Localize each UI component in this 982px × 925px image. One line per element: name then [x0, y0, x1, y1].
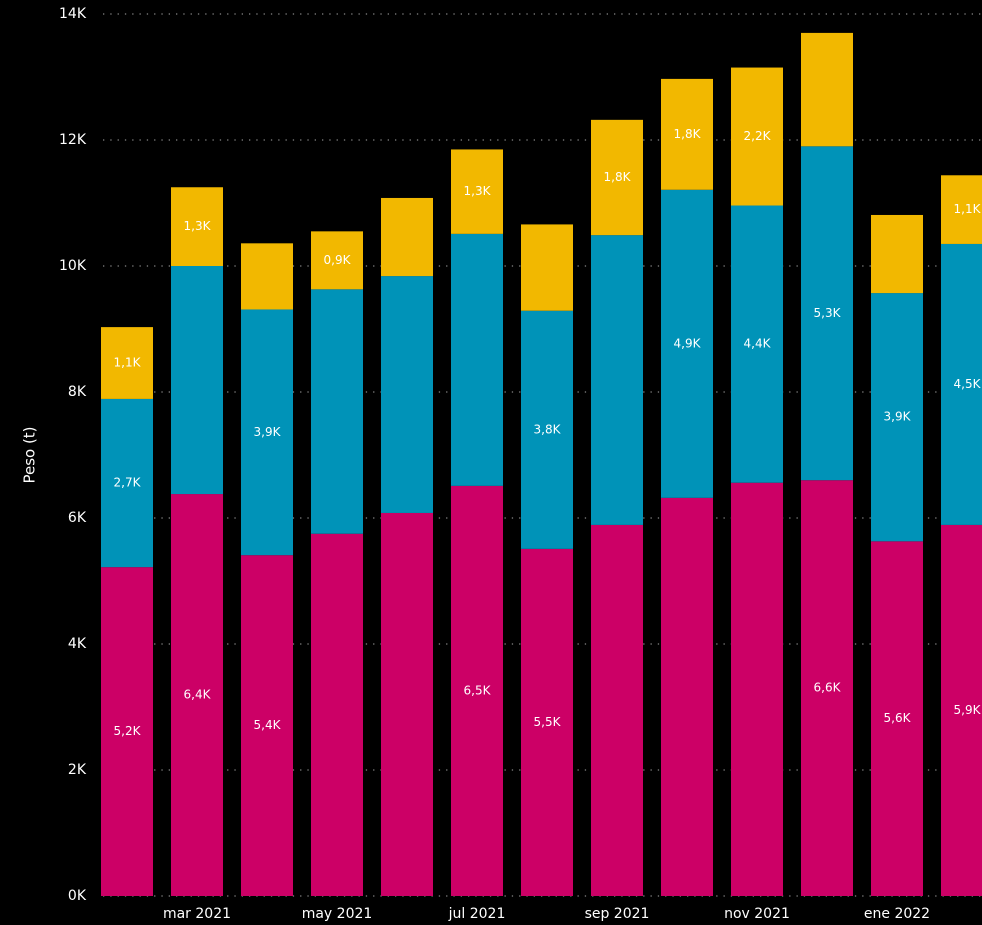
x-tick-label: mar 2021 [163, 906, 231, 922]
bar-segment [241, 555, 293, 896]
data-label: 6,6K [814, 681, 842, 695]
bar-segment [381, 197, 433, 277]
bar-segment [451, 233, 503, 486]
bar-segment [171, 494, 223, 896]
bar-segment [101, 327, 153, 399]
x-tick-label: sep 2021 [585, 906, 650, 922]
bar-segment [171, 187, 223, 266]
bar-segment [941, 175, 982, 244]
bar-segment [311, 533, 363, 896]
x-tick-label: nov 2021 [724, 906, 790, 922]
x-tick-label: jul 2021 [448, 906, 506, 922]
y-axis-label: Peso (t) [21, 426, 39, 483]
data-label: 3,9K [884, 410, 912, 424]
data-label: 5,4K [254, 718, 282, 732]
bar-segment [801, 480, 853, 896]
data-label: 2,2K [744, 129, 772, 143]
bar-segment [521, 310, 573, 549]
bar-segment [521, 224, 573, 311]
bar-segment [591, 235, 643, 525]
bar-segment [241, 243, 293, 310]
bar-segment [101, 567, 153, 896]
y-tick-label: 8K [68, 384, 87, 400]
data-label: 1,3K [184, 219, 212, 233]
data-label: 5,3K [814, 306, 842, 320]
bar-segment [871, 293, 923, 542]
bar-segment [171, 266, 223, 495]
y-tick-label: 2K [68, 762, 87, 778]
x-tick-label: may 2021 [302, 906, 373, 922]
data-label: 5,6K [884, 711, 912, 725]
y-tick-label: 6K [68, 510, 87, 526]
bar-segment [241, 309, 293, 556]
bar-segment [381, 512, 433, 896]
bar-segment [451, 149, 503, 234]
bar-segment [731, 205, 783, 483]
y-tick-label: 0K [68, 888, 87, 904]
data-label: 4,5K [954, 377, 982, 391]
data-label: 1,1K [954, 202, 982, 216]
bar-segment [591, 524, 643, 896]
data-label: 3,8K [534, 422, 562, 436]
bar-segment [591, 119, 643, 236]
data-label: 1,8K [674, 127, 702, 141]
bar-segment [521, 548, 573, 896]
x-tick-label: ene 2022 [864, 906, 930, 922]
data-label: 2,7K [114, 476, 142, 490]
bar-segment [661, 189, 713, 498]
data-label: 4,4K [744, 337, 772, 351]
bar-segment [311, 289, 363, 534]
data-label: 6,5K [464, 683, 492, 697]
bar-segment [941, 243, 982, 525]
data-label: 0,9K [324, 253, 352, 267]
y-tick-label: 14K [59, 6, 87, 22]
data-label: 5,9K [954, 703, 982, 717]
data-label: 4,9K [674, 336, 702, 350]
bar-segment [731, 482, 783, 896]
bar-segment [451, 485, 503, 896]
data-label: 1,1K [114, 356, 142, 370]
data-label: 1,8K [604, 170, 632, 184]
data-label: 3,9K [254, 425, 282, 439]
y-tick-label: 10K [59, 258, 87, 274]
bar-segment [381, 276, 433, 513]
bar-segment [311, 231, 363, 290]
y-tick-label: 12K [59, 132, 87, 148]
bar-segment [941, 524, 982, 896]
bar-segment [801, 32, 853, 147]
bar-segment [661, 497, 713, 896]
bar-segment [871, 541, 923, 896]
bar-segment [101, 398, 153, 568]
data-label: 1,3K [464, 184, 492, 198]
data-label: 5,2K [114, 724, 142, 738]
data-label: 6,4K [184, 688, 212, 702]
bar-segment [731, 67, 783, 206]
bar-segment [871, 214, 923, 294]
bar-segment [661, 78, 713, 190]
bar-segment [801, 146, 853, 481]
data-label: 5,5K [534, 715, 562, 729]
y-tick-label: 4K [68, 636, 87, 652]
